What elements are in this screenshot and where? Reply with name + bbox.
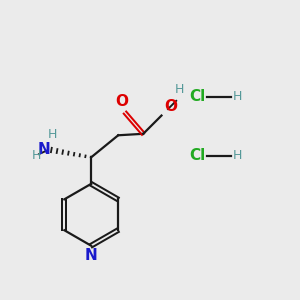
Text: O: O	[164, 99, 177, 114]
Text: H: H	[32, 149, 41, 162]
Text: N: N	[38, 142, 51, 157]
Text: H: H	[48, 128, 58, 141]
Text: H: H	[175, 83, 184, 96]
Text: O: O	[116, 94, 128, 109]
Text: H: H	[233, 91, 242, 103]
Text: N: N	[85, 248, 98, 263]
Text: H: H	[233, 149, 242, 162]
Text: Cl: Cl	[190, 89, 206, 104]
Text: Cl: Cl	[190, 148, 206, 164]
